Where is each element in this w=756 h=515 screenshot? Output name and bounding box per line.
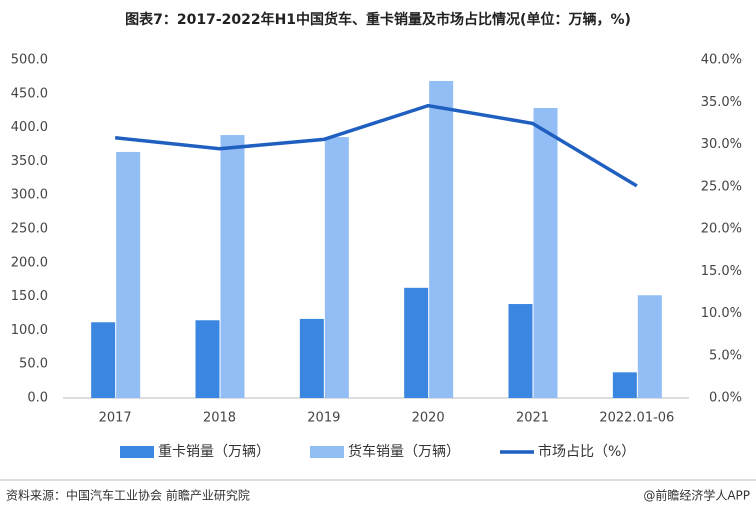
y2-tick-label: 25.0% xyxy=(701,179,742,194)
y-tick-label: 250.0 xyxy=(11,222,48,237)
line xyxy=(114,103,638,188)
bar xyxy=(533,107,558,398)
y2-tick-label: 35.0% xyxy=(701,95,742,110)
y-tick-label: 500.0 xyxy=(11,53,48,68)
credit: @前瞻经济学人APP xyxy=(643,488,750,503)
y-tick-label: 100.0 xyxy=(11,323,48,338)
y2-tick-label: 15.0% xyxy=(701,264,742,279)
y-tick-label: 200.0 xyxy=(11,255,48,270)
bar xyxy=(637,295,662,398)
x-tick-label: 2021 xyxy=(516,411,549,426)
bar xyxy=(116,151,141,398)
x-tick-label: 2017 xyxy=(99,411,132,426)
y2-tick-label: 40.0% xyxy=(701,53,742,68)
legend-label: 重卡销量（万辆） xyxy=(158,444,270,460)
x-tick-label: 2018 xyxy=(203,411,236,426)
y2-tick-label: 30.0% xyxy=(701,137,742,152)
y2-tick-label: 20.0% xyxy=(701,222,742,237)
y-tick-label: 400.0 xyxy=(11,120,48,135)
y-tick-label: 0.0 xyxy=(27,391,48,406)
y-tick-label: 300.0 xyxy=(11,188,48,203)
x-tick-label: 2022.01-06 xyxy=(599,411,674,426)
source: 资料来源：中国汽车工业协会 前瞻产业研究院 xyxy=(6,488,250,503)
bar xyxy=(91,322,116,398)
x-tick-label: 2019 xyxy=(307,411,340,426)
bar xyxy=(612,372,637,398)
y-tick-label: 350.0 xyxy=(11,154,48,169)
bar xyxy=(429,80,454,399)
bar xyxy=(508,304,533,398)
x-tick-label: 2020 xyxy=(412,411,445,426)
y2-tick-label: 0.0% xyxy=(709,391,742,406)
bar xyxy=(404,287,429,398)
y-tick-label: 450.0 xyxy=(11,86,48,101)
legend-label: 市场占比（%） xyxy=(538,443,635,460)
bar xyxy=(299,318,324,398)
legend-swatch xyxy=(120,446,154,458)
legend-label: 货车销量（万辆） xyxy=(348,443,460,460)
y2-tick-label: 5.0% xyxy=(709,348,742,363)
bar xyxy=(220,135,245,398)
chart-title: 图表7：2017-2022年H1中国货车、重卡销量及市场占比情况(单位：万辆，%… xyxy=(125,11,631,28)
y2-tick-label: 10.0% xyxy=(701,306,742,321)
y-tick-label: 50.0 xyxy=(19,357,48,372)
legend-swatch xyxy=(310,446,344,458)
bar xyxy=(195,320,220,398)
bar xyxy=(324,137,349,398)
y-tick-label: 150.0 xyxy=(11,289,48,304)
